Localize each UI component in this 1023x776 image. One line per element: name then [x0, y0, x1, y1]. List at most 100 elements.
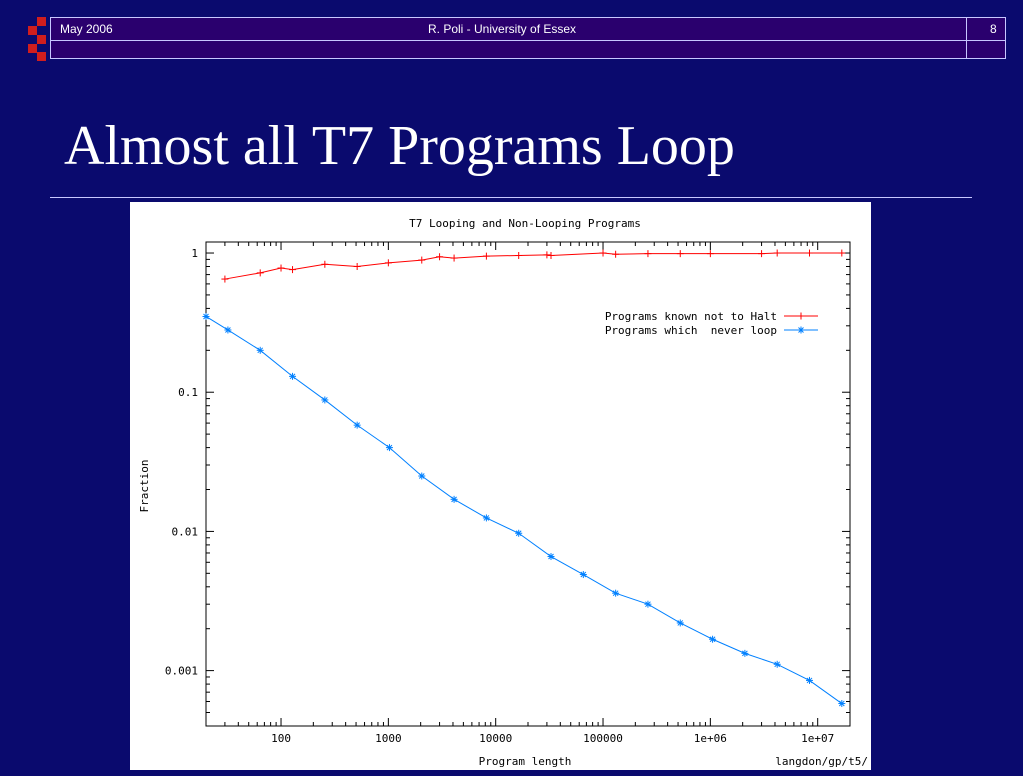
data-point	[353, 263, 361, 271]
marker-stroke	[418, 473, 425, 479]
data-point	[805, 249, 813, 257]
data-point	[321, 396, 329, 404]
slide-title: Almost all T7 Programs Loop	[64, 115, 735, 177]
data-point	[838, 700, 846, 708]
data-point	[797, 326, 805, 334]
series-never-loop	[202, 312, 846, 708]
logo-square	[37, 35, 46, 44]
chart-svg: 100 1000 10000 100000 1e+06 1e+07 1 0.1 0.01 0.00…	[138, 217, 868, 768]
data-point	[436, 253, 444, 261]
data-point	[385, 444, 393, 452]
data-point	[644, 600, 652, 608]
data-point	[676, 619, 684, 627]
marker-stroke	[806, 677, 813, 684]
data-point	[676, 250, 684, 258]
series-line	[224, 252, 842, 280]
data-point	[805, 676, 813, 684]
y-tick-label: 0.01	[172, 525, 199, 538]
data-point	[773, 249, 781, 257]
marker-stroke	[289, 373, 296, 380]
x-tick-label: 1000	[375, 732, 402, 745]
marker-stroke	[838, 700, 845, 707]
data-point	[256, 269, 264, 277]
data-point	[256, 346, 264, 354]
title-divider	[50, 197, 972, 198]
data-point	[838, 249, 846, 257]
logo-square	[28, 26, 37, 35]
series-line	[205, 316, 843, 704]
marker-stroke	[580, 571, 587, 578]
marker-stroke	[742, 650, 748, 657]
header-date: May 2006	[60, 22, 113, 36]
legend-label: Programs which never loop	[605, 324, 777, 337]
marker-stroke	[354, 422, 361, 429]
marker-stroke	[321, 397, 328, 403]
data-point	[450, 254, 458, 262]
data-point	[741, 649, 749, 657]
marker-stroke	[225, 327, 231, 333]
data-point	[515, 529, 523, 537]
logo-square	[28, 44, 37, 53]
legend-label: Programs known not to Halt	[605, 310, 777, 323]
marker-stroke	[483, 515, 490, 521]
header-separator	[966, 17, 967, 59]
y-axis-label: Fraction	[138, 460, 151, 513]
data-point	[289, 372, 297, 380]
marker-stroke	[709, 636, 716, 643]
data-point	[353, 421, 361, 429]
marker-stroke	[612, 590, 619, 597]
data-point	[289, 266, 297, 274]
logo-square	[37, 52, 46, 61]
marker-stroke	[677, 620, 684, 626]
y-tick-label: 1	[191, 247, 198, 260]
data-point	[612, 250, 620, 258]
data-point	[612, 589, 620, 597]
y-tick-label: 0.1	[178, 386, 198, 399]
data-point	[321, 260, 329, 268]
marker-stroke	[203, 313, 209, 320]
header-author: R. Poli - University of Essex	[428, 22, 577, 36]
series-not-halt	[221, 249, 846, 283]
slide-header: May 2006 R. Poli - University of Essex 8	[50, 17, 1006, 59]
x-tick-label: 10000	[479, 732, 512, 745]
header-bottom-band	[50, 41, 1006, 59]
data-point	[579, 571, 587, 579]
logo-square	[37, 17, 46, 26]
data-point	[482, 252, 490, 260]
data-point	[547, 553, 555, 561]
corner-credit: langdon/gp/t5/	[775, 755, 868, 768]
x-axis-label: Program length	[479, 755, 572, 768]
data-point	[706, 250, 714, 258]
data-point	[418, 472, 426, 480]
marker-stroke	[774, 661, 781, 668]
y-tick-label: 0.001	[165, 665, 198, 678]
marker-stroke	[451, 496, 457, 503]
data-point	[277, 264, 285, 272]
data-point	[709, 635, 717, 643]
data-point	[418, 256, 426, 264]
data-point	[221, 275, 229, 283]
data-point	[773, 660, 781, 668]
chart-panel: 100 1000 10000 100000 1e+06 1e+07 1 0.1 0.01 0.00…	[130, 202, 871, 770]
page-number: 8	[990, 22, 997, 36]
marker-stroke	[548, 553, 554, 560]
data-point	[202, 312, 210, 320]
data-point	[644, 250, 652, 258]
data-point	[482, 514, 490, 522]
marker-stroke	[515, 530, 522, 537]
marker-stroke	[798, 327, 804, 333]
x-tick-label: 1e+07	[801, 732, 834, 745]
marker-stroke	[645, 601, 651, 608]
data-point	[515, 251, 523, 259]
data-point	[224, 326, 232, 334]
data-point	[543, 251, 551, 259]
essex-logo	[28, 17, 48, 61]
data-point	[547, 251, 555, 259]
marker-stroke	[257, 347, 264, 354]
x-tick-label: 100	[271, 732, 291, 745]
data-point	[384, 259, 392, 267]
data-point	[758, 250, 766, 258]
x-tick-label: 1e+06	[694, 732, 727, 745]
data-point	[797, 312, 805, 320]
x-tick-label: 100000	[583, 732, 623, 745]
